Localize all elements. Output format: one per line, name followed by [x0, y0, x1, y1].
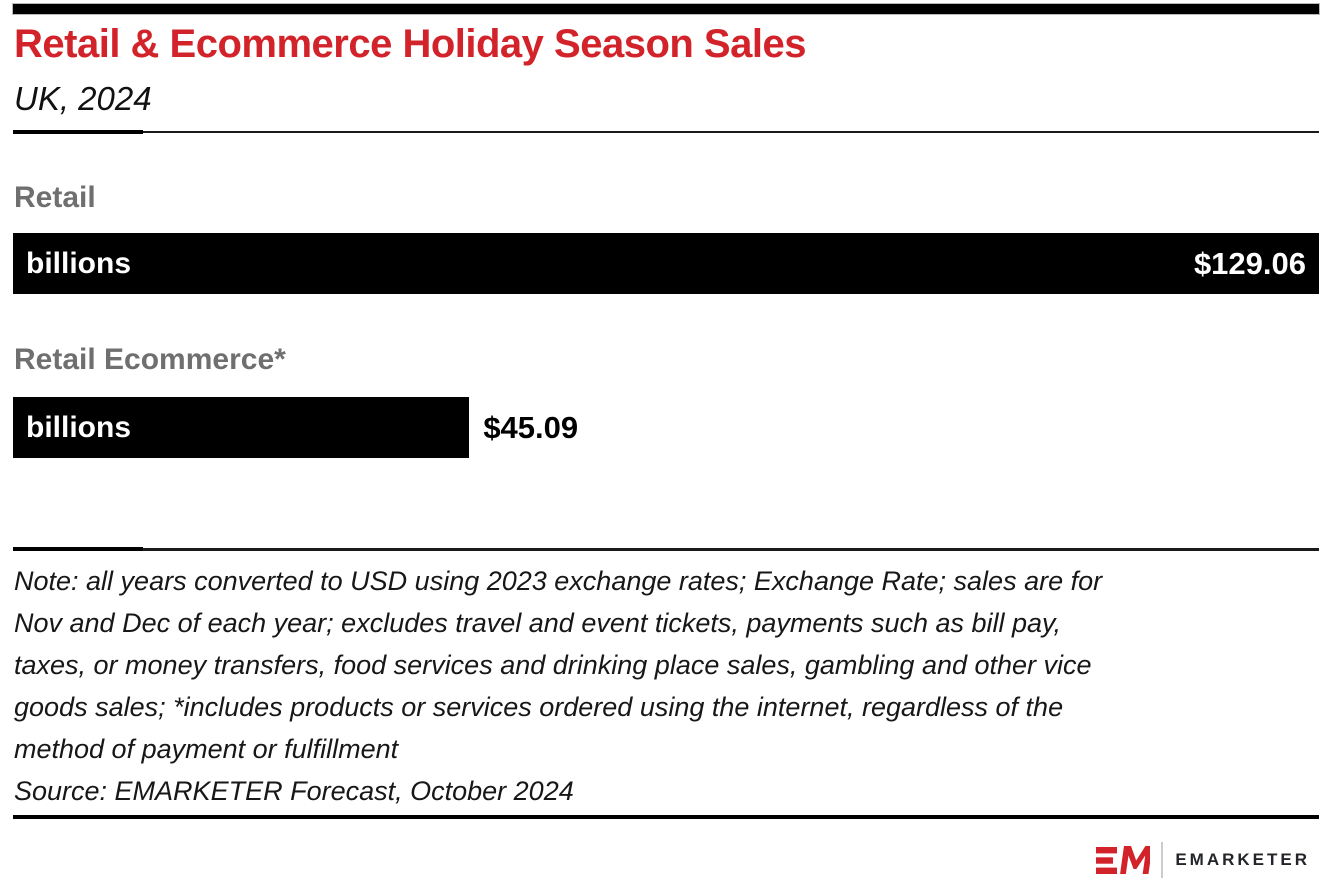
- emarketer-em-icon: [1096, 845, 1151, 874]
- brand-name: EMARKETER: [1175, 850, 1310, 869]
- source-line: Source: EMARKETER Forecast, October 2024: [14, 776, 574, 806]
- note-line: Note: all years converted to USD using 2…: [14, 566, 1103, 596]
- page-title: Retail & Ecommerce Holiday Season Sales: [14, 22, 806, 66]
- bar-value-retail-ecommerce: $45.09: [483, 409, 579, 445]
- footer-divider: [13, 815, 1319, 819]
- category-label-retail-ecommerce: Retail Ecommerce*: [14, 343, 286, 376]
- bar-retail: billions $129.06: [13, 233, 1319, 294]
- top-accent-bar: [12, 3, 1320, 15]
- logo-separator: [1161, 842, 1164, 878]
- note-line: Nov and Dec of each year; excludes trave…: [14, 608, 1062, 638]
- note-line: goods sales; *includes products or servi…: [14, 692, 1064, 722]
- note-divider: [13, 547, 1319, 551]
- bar-row-retail-ecommerce: billions $45.09: [13, 397, 1319, 458]
- bar-value-retail: $129.06: [1193, 245, 1306, 281]
- header-divider: [13, 130, 1319, 134]
- page-subtitle: UK, 2024: [14, 80, 152, 117]
- note-line: taxes, or money transfers, food services…: [14, 650, 1092, 680]
- emarketer-logo: EMARKETER: [1096, 842, 1310, 878]
- bar-row-retail: billions $129.06: [13, 233, 1319, 294]
- bar-unit-label: billions: [26, 410, 131, 444]
- footnote-block: Note: all years converted to USD using 2…: [14, 560, 1316, 812]
- bar-unit-label: billions: [26, 246, 131, 280]
- category-label-retail: Retail: [14, 181, 96, 214]
- bar-retail-ecommerce: billions: [13, 397, 470, 458]
- note-line: method of payment or fulfillment: [14, 734, 399, 764]
